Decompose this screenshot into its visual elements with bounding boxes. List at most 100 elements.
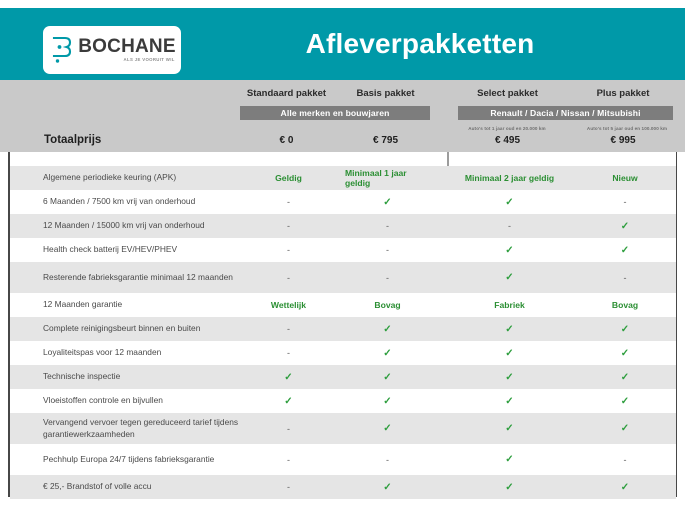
cell-dash: - — [623, 272, 627, 283]
cell-value: Minimaal 1 jaar geldig — [345, 168, 407, 188]
table-row: Technische inspectie ✓ ✓ ✓ ✓ — [10, 365, 676, 389]
cell-check-icon: ✓ — [620, 481, 630, 493]
cell-check-icon: ✓ — [383, 347, 392, 359]
total-price-select: € 495 — [494, 135, 521, 146]
row-label: 12 Maanden / 15000 km vrij van onderhoud — [43, 220, 205, 231]
cell-dash: - — [508, 221, 511, 231]
table-row: 12 Maanden / 15000 km vrij van onderhoud… — [10, 214, 676, 238]
cell-dash: - — [386, 221, 389, 231]
cell-value: Bovag — [611, 300, 639, 310]
row-label: Complete reinigingsbeurt binnen en buite… — [43, 323, 201, 334]
cell-dash: - — [287, 197, 290, 207]
cell-check-icon: ✓ — [620, 220, 630, 232]
table-row: 12 Maanden garantie Wettelijk Bovag Fabriek… — [10, 293, 676, 317]
cell-check-icon: ✓ — [505, 196, 514, 208]
column-header-basis: Basis pakket — [356, 88, 415, 99]
comparison-table: Algemene periodieke keuring (APK) Geldig M… — [8, 152, 677, 519]
cell-check-icon: ✓ — [620, 244, 630, 256]
bochane-logo[interactable]: BOCHANE ALS JE VOORUIT WIL — [43, 26, 181, 74]
cell-check-icon: ✓ — [505, 423, 514, 434]
row-label: 12 Maanden garantie — [43, 299, 123, 310]
cell-dash: - — [287, 245, 290, 255]
cell-check-icon: ✓ — [383, 423, 392, 434]
cell-check-icon: ✓ — [383, 481, 392, 493]
cell-dash: - — [287, 221, 290, 231]
cell-check-icon: ✓ — [620, 395, 630, 407]
cell-dash: - — [287, 324, 290, 334]
cell-check-icon: ✓ — [505, 323, 514, 335]
row-label: Resterende fabrieksgarantie minimaal 12 … — [43, 271, 233, 282]
group-label-alle-merken: Alle merken en bouwjaren — [240, 106, 430, 120]
table-row: Algemene periodieke keuring (APK) Geldig M… — [10, 166, 676, 190]
column-header-select: Select pakket — [477, 88, 538, 99]
cell-value: Wettelijk — [270, 300, 307, 310]
group-label-merken-renault: Renault / Dacia / Nissan / Mitsubishi — [458, 106, 673, 120]
cell-dash: - — [386, 454, 389, 465]
cell-check-icon: ✓ — [620, 347, 630, 359]
cell-value: Geldig — [275, 173, 302, 183]
cell-check-icon: ✓ — [284, 395, 293, 407]
row-label: Loyaliteitspas voor 12 maanden — [43, 347, 162, 358]
row-label: € 25,- Brandstof of volle accu — [43, 481, 152, 492]
cell-dash: - — [623, 197, 627, 207]
page-header: BOCHANE ALS JE VOORUIT WIL — [0, 8, 685, 80]
cell-check-icon: ✓ — [383, 196, 392, 208]
table-row: Health check batterij EV/HEV/PHEV - - ✓ ✓ — [10, 238, 676, 262]
cell-check-icon: ✓ — [505, 244, 514, 256]
table-row: 6 Maanden / 7500 km vrij van onderhoud - ✓… — [10, 190, 676, 214]
cell-dash: - — [287, 423, 290, 434]
row-label: Technische inspectie — [43, 371, 121, 382]
cell-check-icon: ✓ — [505, 272, 514, 283]
row-label: Pechhulp Europa 24/7 tijdens fabrieksgar… — [43, 453, 215, 464]
total-price-basis: € 795 — [372, 135, 399, 146]
total-price-standaard: € 0 — [279, 135, 294, 146]
table-top-spacer — [10, 152, 676, 166]
cell-dash: - — [386, 272, 389, 283]
cell-check-icon: ✓ — [383, 371, 392, 383]
bochane-b-mark-icon — [50, 35, 74, 65]
table-row: € 25,- Brandstof of volle accu - ✓ ✓ ✓ — [10, 475, 676, 499]
table-row: Pechhulp Europa 24/7 tijdens fabrieksgar… — [10, 444, 676, 475]
cell-check-icon: ✓ — [620, 371, 630, 383]
cell-check-icon: ✓ — [620, 323, 630, 335]
row-label: Health check batterij EV/HEV/PHEV — [43, 244, 178, 255]
note-plus-pakket: Auto's tot 5 jaar oud en 100.000 km — [586, 126, 668, 131]
cell-check-icon: ✓ — [505, 371, 514, 383]
cell-check-icon: ✓ — [620, 423, 630, 434]
cell-check-icon: ✓ — [383, 395, 392, 407]
total-price-plus: € 995 — [610, 135, 636, 146]
cell-check-icon: ✓ — [383, 323, 392, 335]
cell-dash: - — [287, 482, 290, 492]
row-label: Vervangend vervoer tegen gereduceerd tar… — [43, 417, 239, 439]
cell-check-icon: ✓ — [505, 481, 514, 493]
column-header-standaard: Standaard pakket — [246, 88, 327, 99]
row-label: 6 Maanden / 7500 km vrij van onderhoud — [43, 196, 196, 207]
cell-value: Bovag — [374, 300, 401, 310]
cell-check-icon: ✓ — [284, 371, 293, 383]
cell-value: Minimaal 2 jaar geldig — [464, 173, 555, 183]
cell-check-icon: ✓ — [505, 347, 514, 359]
row-label: Algemene periodieke keuring (APK) — [43, 172, 177, 183]
cell-dash: - — [287, 348, 290, 358]
cell-dash: - — [287, 454, 290, 465]
cell-dash: - — [386, 245, 389, 255]
cell-value: Fabriek — [494, 300, 525, 310]
table-row: Vloeistoffen controle en bijvullen ✓ ✓ ✓ ✓ — [10, 389, 676, 413]
note-select-pakket: Auto's tot 1 jaar oud en 20.000 km — [468, 126, 546, 131]
cell-check-icon: ✓ — [505, 454, 514, 465]
total-price-label: Totaalprijs — [44, 134, 102, 146]
logo-tagline: ALS JE VOORUIT WIL — [123, 57, 175, 63]
logo-wordmark: BOCHANE — [78, 36, 176, 58]
cell-dash: - — [623, 454, 627, 465]
column-header-plus: Plus pakket — [596, 88, 650, 99]
table-bottom-spacer — [10, 499, 676, 519]
row-label: Vloeistoffen controle en bijvullen — [43, 395, 163, 406]
table-row: Loyaliteitspas voor 12 maanden - ✓ ✓ ✓ — [10, 341, 676, 365]
table-row: Vervangend vervoer tegen gereduceerd tar… — [10, 413, 676, 444]
table-row: Resterende fabrieksgarantie minimaal 12 … — [10, 262, 676, 293]
table-row: Complete reinigingsbeurt binnen en buite… — [10, 317, 676, 341]
cell-dash: - — [287, 272, 290, 283]
total-price-row: Totaalprijs € 0 € 795 € 495 € 995 — [0, 131, 685, 152]
cell-value: Nieuw — [612, 173, 638, 183]
cell-check-icon: ✓ — [505, 395, 514, 407]
